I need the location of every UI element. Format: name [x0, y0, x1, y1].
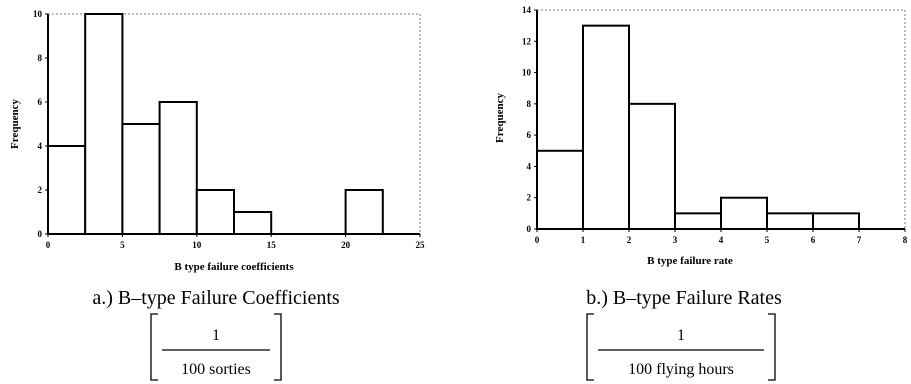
chart-a-bar [195, 189, 236, 235]
chart-a-right-bracket [274, 313, 282, 381]
chart-a-xtick-label: 15 [267, 240, 277, 250]
chart-a-left-bracket [150, 313, 158, 381]
chart-a-ylabel: Frequency [9, 99, 21, 149]
chart-b-ytick-label: 0 [527, 224, 532, 234]
chart-a-xlabel: B type failure coefficients [174, 261, 294, 273]
chart-b-ytick-label: 10 [522, 68, 532, 78]
chart-b-ytick-label: 6 [527, 130, 532, 140]
chart-a-bar [344, 189, 384, 235]
chart-b-xtick-label: 6 [811, 235, 816, 245]
chart-a-xtick-label: 0 [46, 240, 51, 250]
chart-b-ylabel: Frequency [494, 93, 506, 143]
chart-b-ytick-label: 2 [527, 193, 532, 203]
chart-a: 0 2 4 6 8 10 0 5 10 15 20 25 Frequency B type fail… [9, 9, 426, 381]
chart-b-xtick-label: 4 [719, 235, 724, 245]
chart-a-ytick-label: 4 [38, 141, 43, 151]
chart-b-xtick-label: 7 [857, 235, 862, 245]
chart-a-ytick-label: 2 [38, 185, 43, 195]
chart-b-ytick-label: 8 [527, 99, 532, 109]
chart-a-xtick-label: 20 [341, 240, 351, 250]
chart-b-bar [720, 196, 768, 230]
chart-b-subtitle: b.) B–type Failure Rates [586, 287, 782, 309]
chart-b-bar [536, 149, 584, 231]
chart-b-bar [766, 212, 814, 231]
chart-a-subtitle: a.) B–type Failure Coefficients [92, 287, 340, 309]
chart-a-ytick-label: 0 [38, 229, 43, 239]
chart-a-ytick-label: 10 [33, 9, 43, 19]
chart-b-bar [812, 212, 860, 231]
chart-a-xtick-label: 10 [192, 240, 202, 250]
chart-a-unit-numerator: 1 [212, 327, 220, 344]
chart-a-frame [48, 13, 421, 234]
chart-b-unit-denominator: 100 flying hours [628, 361, 734, 378]
chart-a-bar [158, 101, 198, 235]
chart-b-xlabel: B type failure rate [647, 255, 733, 267]
chart-a-bar [121, 123, 161, 235]
chart-b-ytick-label: 12 [522, 36, 532, 46]
chart-b-ytick-label: 14 [522, 5, 532, 15]
chart-a-bar [84, 13, 124, 235]
chart-b-xtick-label: 8 [903, 235, 908, 245]
chart-b-left-bracket [586, 313, 594, 381]
chart-a-unit: 1 100 sorties [150, 313, 282, 381]
chart-b-xtick-label: 3 [673, 235, 678, 245]
chart-b-xtick-label: 0 [535, 235, 540, 245]
chart-b-xtick-label: 5 [765, 235, 770, 245]
chart-b-bar [582, 24, 630, 231]
chart-a-bar [47, 145, 87, 235]
chart-a-ytick-label: 8 [38, 53, 43, 63]
chart-b-xtick-label: 1 [581, 235, 586, 245]
chart-b-bar [674, 212, 722, 231]
chart-a-unit-denominator: 100 sorties [181, 361, 251, 378]
chart-b-ytick-label: 4 [527, 161, 532, 171]
chart-b-unit-numerator: 1 [677, 327, 685, 344]
chart-b-bar [628, 102, 676, 230]
chart-b-unit: 1 100 flying hours [586, 313, 776, 381]
chart-a-xtick-label: 25 [416, 240, 426, 250]
chart-a-xtick-label: 5 [120, 240, 125, 250]
chart-b-frame [537, 9, 906, 229]
chart-a-ytick-label: 6 [38, 97, 43, 107]
chart-b-xtick-label: 2 [627, 235, 632, 245]
chart-a-bar [233, 211, 273, 235]
chart-b-right-bracket [768, 313, 776, 381]
